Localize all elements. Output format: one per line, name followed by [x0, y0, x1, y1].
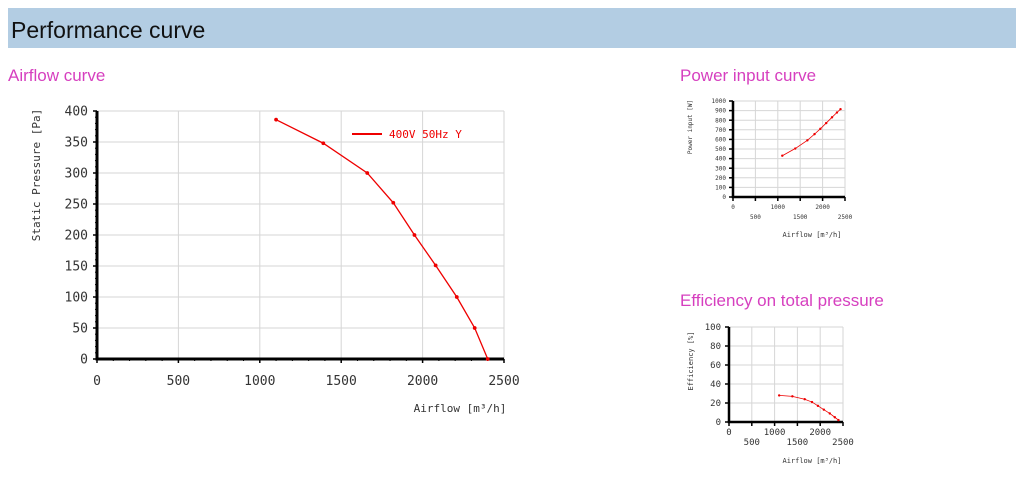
- data-point: [454, 295, 459, 299]
- y-tick-label: 80: [710, 342, 721, 352]
- x-tick-label: 1500: [793, 214, 808, 221]
- y-tick-label: 20: [710, 399, 721, 409]
- data-point: [777, 394, 781, 397]
- x-tick-label: 500: [167, 374, 190, 389]
- y-tick-label: 200: [65, 229, 88, 244]
- y-tick-label: 100: [705, 323, 721, 333]
- data-point: [412, 233, 417, 237]
- data-point: [791, 395, 794, 398]
- x-tick-label: 500: [744, 438, 760, 448]
- x-tick-label: 1000: [771, 204, 786, 211]
- y-tick-label: 400: [715, 156, 726, 163]
- data-point: [810, 400, 814, 404]
- y-tick-label: 250: [65, 198, 88, 213]
- y-tick-label: 0: [722, 194, 726, 201]
- x-tick-label: 0: [93, 374, 101, 389]
- data-point: [472, 326, 477, 330]
- data-point: [830, 116, 834, 119]
- x-tick-label: 2500: [488, 374, 519, 389]
- x-axis-label: Airflow [m³/h]: [782, 457, 841, 465]
- legend-label: 400V 50Hz Y: [389, 128, 462, 141]
- data-point: [835, 111, 839, 114]
- x-tick-label: 2000: [815, 204, 830, 211]
- x-tick-label: 1500: [787, 438, 809, 448]
- data-point: [781, 154, 784, 157]
- x-tick-label: 1000: [764, 428, 786, 438]
- y-tick-label: 0: [80, 353, 88, 368]
- y-axis-label: Static Pressure [Pa]: [30, 109, 43, 241]
- data-point: [819, 127, 822, 131]
- y-tick-label: 300: [715, 165, 726, 172]
- x-tick-label: 1500: [326, 374, 357, 389]
- y-tick-label: 1000: [712, 98, 727, 105]
- y-tick-label: 50: [72, 322, 88, 337]
- data-point: [274, 117, 278, 122]
- x-tick-label: 2000: [809, 428, 831, 438]
- data-point: [839, 107, 842, 111]
- y-tick-label: 800: [715, 117, 726, 124]
- y-tick-label: 400: [65, 105, 88, 120]
- data-point: [321, 141, 326, 146]
- airflow-chart: 0 50 100 150 200 250 300 350 400 0 500 1000 1500 2000…: [30, 105, 520, 415]
- x-tick-label: 1000: [244, 374, 275, 389]
- y-tick-label: 300: [65, 167, 88, 182]
- data-point: [485, 357, 490, 361]
- y-tick-label: 40: [710, 380, 721, 390]
- series-line: [779, 395, 839, 421]
- series-line: [275, 119, 489, 360]
- data-point: [824, 121, 828, 125]
- x-tick-label: 2500: [838, 214, 853, 221]
- data-point: [365, 171, 370, 175]
- section-title: Performance curve: [11, 17, 206, 43]
- x-tick-label: 500: [750, 214, 761, 221]
- data-point: [433, 263, 438, 268]
- y-tick-label: 200: [715, 175, 726, 182]
- x-tick-label: 2000: [407, 374, 438, 389]
- power-input-curve-title: Power input curve: [680, 66, 817, 85]
- efficiency-chart: 02040608010005001000150020002500Airflow …: [687, 323, 854, 465]
- y-tick-label: 100: [65, 291, 88, 306]
- x-tick-label: 0: [726, 428, 731, 438]
- x-axis-label: Airflow [m³/h]: [782, 231, 841, 239]
- efficiency-curve-title: Efficiency on total pressure: [680, 291, 884, 310]
- section-header: Performance curve: [8, 8, 1016, 48]
- y-tick-label: 900: [715, 108, 726, 115]
- x-tick-label: 0: [731, 204, 735, 211]
- y-tick-label: 60: [710, 361, 721, 371]
- x-axis-label: Airflow [m³/h]: [414, 402, 507, 415]
- power-chart: 0 100 200 300 400 500 600 700 800 900 1000 0 500 1000…: [687, 98, 853, 239]
- data-point: [806, 139, 809, 142]
- y-tick-label: 150: [65, 260, 88, 275]
- y-tick-label: 100: [715, 185, 726, 192]
- y-tick-label: 700: [715, 127, 726, 134]
- y-tick-label: 350: [65, 136, 88, 151]
- x-tick-label: 2500: [832, 438, 854, 448]
- y-axis-label: Efficiency [%]: [687, 331, 695, 390]
- y-axis-label: Power input [W]: [687, 100, 694, 154]
- data-point: [816, 404, 820, 408]
- data-point: [803, 398, 806, 401]
- y-tick-label: 600: [715, 137, 726, 144]
- data-point: [822, 408, 826, 411]
- data-point: [813, 132, 816, 136]
- y-tick-label: 0: [716, 418, 721, 428]
- y-tick-label: 500: [715, 146, 726, 153]
- data-point: [833, 416, 836, 419]
- data-point: [794, 147, 797, 150]
- data-point: [828, 412, 831, 415]
- airflow-curve-title: Airflow curve: [8, 66, 106, 85]
- data-point: [837, 418, 840, 422]
- data-point: [391, 200, 396, 205]
